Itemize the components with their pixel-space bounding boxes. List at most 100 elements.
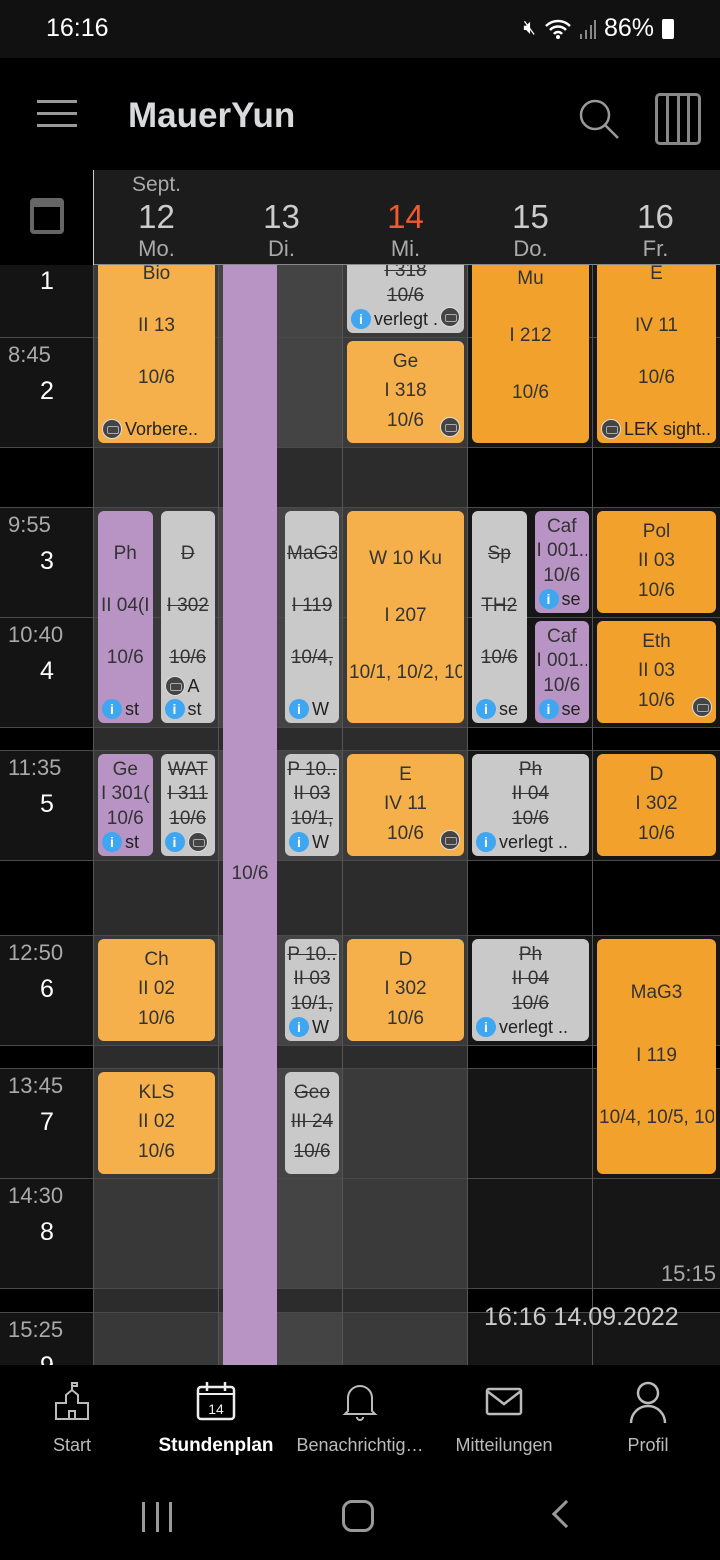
lesson-room: I 119	[291, 595, 333, 616]
lesson-card[interactable]: P 10.. II 03 10/1, i W	[285, 754, 339, 856]
calendar-icon: 14	[144, 1381, 288, 1425]
day-number: 16	[637, 198, 674, 235]
school-icon	[0, 1381, 144, 1425]
lesson-card[interactable]: Caf I 001.. 10/6 i se	[534, 621, 589, 723]
lesson-card[interactable]: Ph II 04 10/6 i verlegt ..	[472, 939, 589, 1041]
break-row	[0, 1045, 720, 1068]
search-icon[interactable]	[578, 98, 620, 140]
lesson-room: II 04(I	[100, 595, 150, 616]
wifi-icon	[545, 19, 571, 39]
info-icon[interactable]: i	[102, 832, 122, 852]
person-icon	[576, 1381, 720, 1425]
home-button[interactable]	[342, 1500, 374, 1532]
lesson-class: 10/6	[543, 564, 581, 586]
grid-line	[0, 1178, 720, 1179]
lesson-card[interactable]: W 10 Ku I 207 10/1, 10/2, 10/	[347, 511, 464, 723]
info-icon[interactable]: i	[164, 699, 185, 719]
lesson-class: 10/6	[387, 1007, 424, 1029]
graduation-cap-icon	[164, 676, 185, 696]
info-icon[interactable]: i	[476, 1017, 496, 1037]
lesson-class: 10/6	[638, 367, 675, 388]
lesson-card[interactable]: WAT I 311 10/6 i	[160, 754, 215, 856]
svg-text:14: 14	[208, 1401, 224, 1417]
lesson-note: se	[561, 588, 581, 609]
lesson-card[interactable]: MaG3 I 119 10/4, i W	[285, 511, 339, 723]
lesson-card[interactable]: Ph II 04 10/6 i verlegt ..	[472, 754, 589, 856]
nav-item-profil[interactable]: Profil	[576, 1381, 720, 1455]
lesson-subject: Eth	[642, 630, 671, 652]
info-icon[interactable]: i	[289, 1017, 309, 1037]
grid-line	[0, 1288, 720, 1289]
nav-label: Profil	[627, 1435, 669, 1455]
lesson-subject: Ph	[518, 943, 543, 965]
lesson-room: I 301(	[100, 783, 150, 804]
info-icon[interactable]: i	[289, 832, 309, 852]
lesson-class: 10/6	[638, 689, 675, 711]
info-icon[interactable]: i	[538, 589, 559, 609]
lesson-card[interactable]: Ge I 301(10/6 i st	[98, 754, 153, 856]
lesson-card[interactable]: Geo III 24 10/6	[285, 1072, 339, 1174]
lesson-extra-text: A	[187, 675, 200, 696]
lesson-note: st	[187, 698, 202, 719]
lesson-footer: i se	[538, 588, 586, 610]
lesson-footer: i	[164, 831, 212, 853]
lesson-card[interactable]: Bio II 13 10/6 Vorbere..	[98, 265, 215, 443]
lesson-class: 10/6	[106, 647, 144, 668]
lesson-room: I 119	[636, 1044, 677, 1066]
info-icon[interactable]: i	[164, 832, 185, 852]
lesson-subject: Geo	[294, 1081, 330, 1103]
lesson-card[interactable]: Ph II 04(I 10/6 i st	[98, 511, 153, 723]
lesson-card[interactable]: KLS II 02 10/6	[98, 1072, 215, 1174]
week-view-icon[interactable]	[655, 93, 701, 145]
info-icon[interactable]: i	[476, 832, 496, 852]
lesson-card[interactable]: D I 302 10/6	[597, 754, 716, 856]
lesson-card[interactable]: E IV 11 10/6	[347, 754, 464, 856]
lesson-subject: Caf	[546, 515, 577, 537]
recent-apps-button[interactable]	[142, 1502, 172, 1532]
menu-icon[interactable]	[37, 100, 77, 128]
lesson-card[interactable]: Caf I 001.. 10/6 i se	[534, 511, 589, 613]
lesson-card[interactable]: Mu I 212 10/6	[472, 265, 589, 443]
lesson-subject: P 10..	[287, 758, 337, 780]
weekday-label: Do.	[513, 236, 548, 261]
nav-item-benachrichtig[interactable]: Benachrichtig…	[288, 1381, 432, 1455]
nav-item-mitteilungen[interactable]: Mitteilungen	[432, 1381, 576, 1455]
period-number: 1	[40, 267, 54, 295]
info-icon[interactable]: i	[351, 309, 371, 329]
lesson-room: I 318	[384, 380, 427, 401]
lesson-class: 10/6	[512, 382, 549, 403]
back-button[interactable]	[551, 1499, 581, 1529]
grid-line	[0, 507, 720, 508]
info-icon[interactable]: i	[102, 699, 122, 719]
lesson-card[interactable]: Ge I 318 10/6	[347, 341, 464, 443]
all-day-event[interactable]: 10/6	[223, 265, 277, 1365]
day-number: 13	[263, 198, 300, 235]
calendar-icon[interactable]	[30, 198, 64, 234]
info-icon[interactable]: i	[289, 699, 309, 719]
lesson-card[interactable]: Sp TH2 10/6 i se	[472, 511, 527, 723]
period-number: 3	[40, 547, 54, 575]
lesson-card[interactable]: E IV 11 10/6 LEK sight..	[597, 265, 716, 443]
lesson-room: I 001..	[536, 540, 588, 561]
info-icon[interactable]: i	[538, 699, 559, 719]
lesson-card[interactable]: Pol II 03 10/6	[597, 511, 716, 613]
lesson-card[interactable]: MaG3 I 119 10/4, 10/5, 10/	[597, 939, 716, 1174]
nav-item-start[interactable]: Start	[0, 1381, 144, 1455]
app-bar: MauerYun	[0, 58, 720, 170]
timestamp: 16:16 14.09.2022	[484, 1303, 679, 1331]
lesson-card[interactable]: P 10.. II 03 10/1, i W	[285, 939, 339, 1041]
lesson-room: II 03	[638, 660, 675, 681]
lesson-card[interactable]: Eth II 03 10/6	[597, 621, 716, 723]
lesson-note: st	[125, 698, 140, 719]
lesson-card[interactable]: D I 302 10/6	[347, 939, 464, 1041]
info-icon[interactable]: i	[476, 699, 496, 719]
lesson-card[interactable]: Ch II 02 10/6	[98, 939, 215, 1041]
period-number: 7	[40, 1108, 54, 1136]
nav-item-stundenplan[interactable]: 14 Stundenplan	[144, 1381, 288, 1456]
lesson-class: 10/6	[293, 1140, 331, 1162]
lesson-class: 10/6	[387, 822, 424, 844]
graduation-cap-icon	[440, 417, 460, 437]
lesson-class: 10/6	[638, 822, 675, 844]
